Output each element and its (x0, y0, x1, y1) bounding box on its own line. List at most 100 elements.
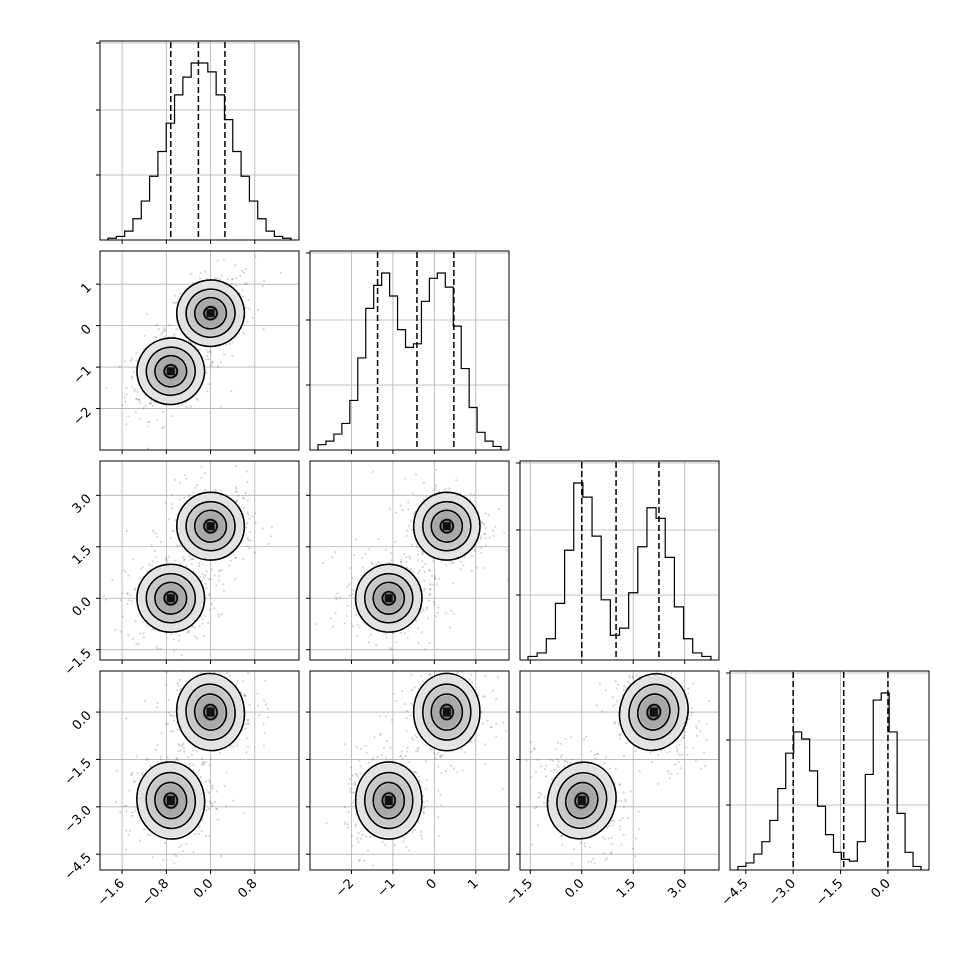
sample-point (622, 791, 625, 794)
sample-point (435, 646, 437, 648)
sample-point (358, 859, 361, 862)
sample-point (614, 703, 617, 706)
sample-point (156, 535, 159, 539)
sample-point (220, 854, 223, 858)
sample-point (421, 553, 424, 556)
sample-point (556, 763, 559, 767)
sample-point (199, 671, 202, 674)
sample-point (362, 859, 366, 862)
sample-point (123, 396, 126, 399)
sample-point (156, 647, 159, 650)
sample-point (604, 689, 607, 692)
sample-point (675, 749, 679, 753)
sample-point (196, 750, 199, 753)
sample-point (628, 677, 631, 680)
sample-point (175, 301, 178, 304)
sample-point (136, 390, 139, 394)
sample-point (246, 745, 250, 749)
sample-point (462, 564, 465, 567)
sample-point (175, 688, 178, 692)
sample-point (211, 802, 214, 805)
sample-point (182, 742, 185, 745)
sample-point (131, 637, 135, 640)
sample-point (406, 746, 409, 749)
sample-point (190, 563, 193, 566)
histogram-panel-2 (306, 250, 510, 454)
sample-point (425, 608, 428, 611)
sample-point (146, 425, 149, 428)
sample-point (196, 398, 199, 401)
sample-point (417, 627, 420, 630)
x-tick-label: 0.0 (191, 876, 216, 901)
sample-point (444, 563, 448, 567)
contour-level-4 (381, 792, 396, 809)
sample-point (172, 714, 175, 718)
sample-point (167, 555, 170, 558)
sample-point (153, 336, 156, 339)
y-tick-label: 3.0 (70, 492, 95, 517)
sample-point (496, 676, 500, 679)
sample-point (556, 741, 559, 744)
sample-point (234, 556, 237, 559)
sample-point (610, 851, 613, 854)
sample-point (357, 840, 360, 844)
sample-point (216, 277, 219, 280)
y-tick-label: −3.0 (62, 803, 95, 836)
sample-point (561, 843, 564, 846)
sample-point (618, 737, 621, 740)
sample-point (463, 651, 465, 653)
density-panel-4-2: −2 −1 0 1 (306, 646, 510, 900)
density-peak (206, 522, 215, 531)
sample-point (460, 748, 464, 751)
sample-point (665, 751, 669, 754)
sample-point (234, 486, 237, 489)
sample-point (413, 686, 417, 689)
sample-point (178, 292, 182, 295)
sample-point (230, 278, 233, 281)
sample-point (678, 743, 681, 746)
sample-point (376, 755, 379, 759)
sample-point (538, 791, 541, 795)
sample-point (677, 760, 680, 764)
density-content (310, 646, 509, 870)
sample-point (205, 587, 208, 590)
sample-point (351, 801, 355, 804)
sample-point (434, 757, 437, 760)
sample-point (448, 487, 451, 490)
sample-point (370, 561, 373, 564)
sample-point (452, 612, 455, 616)
contour-level-3 (193, 509, 228, 543)
sample-point (119, 810, 122, 814)
sample-point (175, 757, 178, 761)
sample-point (244, 694, 247, 697)
sample-point (610, 819, 613, 823)
histogram-step-3 (527, 482, 712, 660)
sample-point (568, 761, 572, 764)
histogram-step-4 (737, 692, 922, 870)
sample-point (434, 486, 437, 489)
sample-point (622, 657, 624, 659)
sample-point (420, 837, 424, 840)
sample-point (413, 771, 416, 774)
sample-point (206, 790, 209, 793)
sample-point (206, 390, 209, 393)
sample-point (484, 537, 487, 540)
sample-point (127, 833, 130, 837)
sample-point (231, 341, 234, 344)
sample-point (262, 722, 265, 725)
sample-point (422, 609, 425, 612)
y-tick-label: −1.5 (62, 756, 95, 789)
sample-point (400, 631, 403, 635)
sample-point (199, 775, 202, 779)
sample-point (410, 673, 413, 676)
sample-point (256, 704, 260, 707)
sample-point (624, 800, 627, 803)
sample-point (389, 552, 393, 555)
sample-point (143, 334, 146, 337)
sample-point (605, 826, 609, 829)
sample-point (638, 770, 641, 773)
sample-point (348, 594, 351, 597)
sample-point (208, 382, 211, 386)
sample-point (560, 834, 564, 838)
sample-point (444, 487, 447, 491)
